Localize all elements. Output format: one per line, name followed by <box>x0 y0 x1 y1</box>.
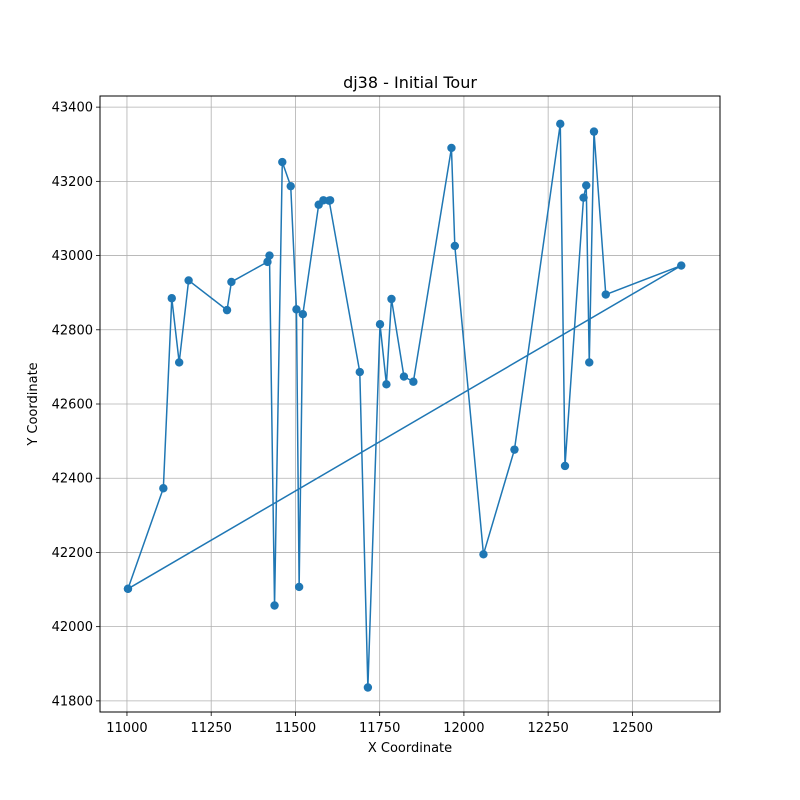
grid-layer <box>100 96 720 712</box>
y-tick-label: 43000 <box>52 249 93 264</box>
tour-point <box>227 277 236 287</box>
tour-point <box>479 550 488 559</box>
tour-point <box>174 358 184 367</box>
tour-point <box>601 290 610 299</box>
tour-point <box>560 461 570 471</box>
tour-point <box>582 181 591 190</box>
tour-point <box>589 127 599 136</box>
tour-point <box>387 294 396 304</box>
tour-point <box>222 305 232 315</box>
tour-point <box>167 294 176 303</box>
x-tick-label: 12000 <box>443 721 484 736</box>
tour-point <box>278 157 287 167</box>
tour-point <box>292 305 301 314</box>
tour-point <box>298 310 308 319</box>
tour-point <box>677 261 686 270</box>
tour-point <box>123 584 133 593</box>
tour-point <box>286 181 295 191</box>
x-tick-label: 12500 <box>612 721 653 736</box>
tour-point <box>184 276 193 285</box>
x-tick-label: 11250 <box>191 721 232 736</box>
tour-point <box>447 143 456 153</box>
tour-point <box>263 257 272 267</box>
y-tick-label: 42000 <box>52 620 93 635</box>
tour-point <box>159 484 168 493</box>
tour-point <box>399 372 409 381</box>
tour-point <box>382 380 391 389</box>
tour-point <box>265 251 274 260</box>
data-layer <box>123 119 686 692</box>
tour-point <box>324 196 334 205</box>
tour-point <box>556 119 565 129</box>
x-tick-label: 11750 <box>359 721 400 736</box>
tour-point <box>450 241 460 251</box>
tick-layer: 11000 11250 11500 11750 12000 12250 12500 41800… <box>52 101 653 736</box>
tour-point <box>579 193 588 202</box>
y-tick-label: 42800 <box>52 323 93 338</box>
chart-title: dj38 - Initial Tour <box>343 73 477 92</box>
tour-point <box>585 358 594 367</box>
x-tick-label: 11500 <box>275 721 316 736</box>
y-tick-label: 43200 <box>52 175 93 190</box>
y-tick-label: 42200 <box>52 546 93 561</box>
tour-point <box>355 367 364 377</box>
y-tick-label: 41800 <box>52 694 93 709</box>
y-tick-label: 43400 <box>52 101 93 116</box>
tour-point <box>510 445 519 454</box>
y-axis-label: Y Coordinate <box>26 362 41 446</box>
x-tick-label: 11000 <box>106 721 147 736</box>
tour-point <box>294 582 304 592</box>
y-tick-label: 42400 <box>52 472 93 487</box>
tour-point <box>409 377 418 386</box>
x-axis-label: X Coordinate <box>368 741 452 756</box>
x-tick-label: 12250 <box>527 721 568 736</box>
y-tick-label: 42600 <box>52 398 93 413</box>
tour-point <box>375 320 385 329</box>
tour-point <box>363 683 373 692</box>
tour-point <box>270 601 279 610</box>
